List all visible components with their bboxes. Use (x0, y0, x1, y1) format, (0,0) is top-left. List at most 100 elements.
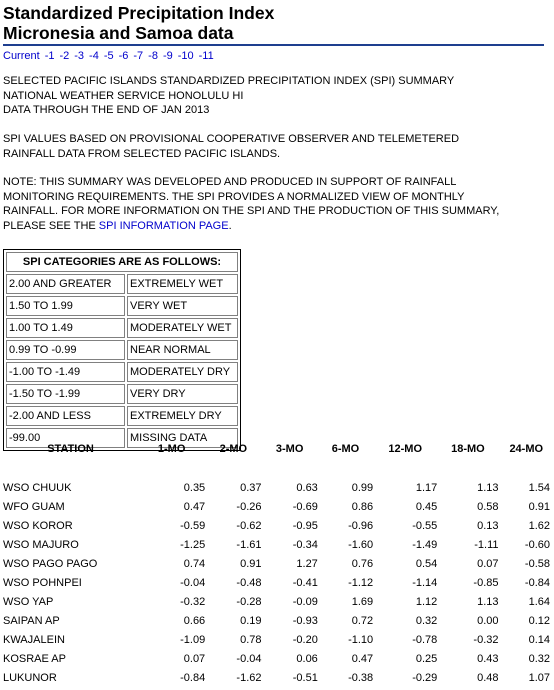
column-header: 2-MO (219, 443, 248, 455)
spi-value: -0.95 (292, 519, 318, 532)
table-row: WSO YAP -0.32 -0.28 -0.09 1.69 1.12 1.13 1.64 (3, 592, 554, 611)
nav-link-month-1[interactable]: -1 (44, 50, 55, 62)
spi-value: 0.45 (415, 500, 438, 513)
category-label: MISSING DATA (127, 428, 238, 448)
spi-value: -1.10 (348, 633, 374, 646)
note-line-end: . (228, 219, 232, 232)
column-header: 3-MO (275, 443, 304, 455)
spi-value: -1.61 (236, 538, 262, 551)
nav-link-current[interactable]: Current (3, 50, 40, 62)
spi-value: -1.11 (474, 538, 499, 551)
station-name: WSO CHUUK (3, 481, 72, 494)
spi-value: -0.78 (412, 633, 438, 646)
spi-value: 0.25 (415, 652, 438, 665)
spi-categories-table: SPI CATEGORIES ARE AS FOLLOWS: 2.00 AND … (3, 249, 241, 451)
table-row: SAIPAN AP 0.66 0.19 -0.93 0.72 0.32 0.00 0.12 (3, 611, 554, 630)
nav-link-month-3[interactable]: -3 (74, 50, 85, 62)
spi-value: 0.72 (351, 614, 374, 627)
nav-link-month-4[interactable]: -4 (89, 50, 99, 62)
intro-line: SELECTED PACIFIC ISLANDS STANDARDIZED PR… (3, 75, 455, 87)
station-name: WSO KOROR (3, 519, 73, 532)
spi-value: 0.76 (351, 557, 374, 570)
spi-value: -0.55 (412, 519, 438, 532)
station-name: WSO MAJURO (3, 538, 79, 551)
category-range: 0.99 TO -0.99 (6, 340, 125, 360)
title-divider (3, 44, 544, 46)
table-row: WSO CHUUK 0.35 0.37 0.63 0.99 1.17 1.13 1.54 (3, 478, 554, 497)
nav-link-month-7[interactable]: -7 (133, 50, 144, 62)
category-range: 2.00 AND GREATER (6, 274, 125, 294)
basis-line: SPI VALUES BASED ON PROVISIONAL COOPERAT… (3, 133, 460, 145)
spi-value: 1.64 (528, 595, 550, 608)
spi-value: -0.58 (524, 557, 550, 570)
table-row: WSO POHNPEI -0.04 -0.48 -0.41 -1.12 -1.14 -0.8… (3, 573, 554, 592)
station-name: WSO POHNPEI (3, 576, 82, 589)
summary-note: NOTE: THIS SUMMARY WAS DEVELOPED AND PRO… (3, 175, 499, 233)
nav-link-month-6[interactable]: -6 (118, 50, 129, 62)
spi-value: -0.85 (473, 576, 499, 589)
spi-value: 0.12 (528, 614, 550, 627)
spi-value: -0.20 (292, 633, 318, 646)
spi-value: -1.60 (348, 538, 374, 551)
spi-value: -0.93 (292, 614, 318, 627)
data-basis: SPI VALUES BASED ON PROVISIONAL COOPERAT… (3, 132, 459, 161)
summary-intro: SELECTED PACIFIC ISLANDS STANDARDIZED PR… (3, 74, 454, 118)
category-label: EXTREMELY DRY (127, 406, 238, 426)
station-name: LUKUNOR (3, 671, 57, 684)
spi-value: 0.07 (477, 557, 499, 570)
station-name: SAIPAN AP (3, 614, 60, 627)
spi-value: -1.62 (236, 671, 262, 684)
nav-link-month-2[interactable]: -2 (59, 50, 70, 62)
table-row: KOSRAE AP 0.07 -0.04 0.06 0.47 0.25 0.43 0.32 (3, 649, 554, 668)
spi-value: -0.38 (348, 671, 374, 684)
categories-header: SPI CATEGORIES ARE AS FOLLOWS: (6, 252, 238, 272)
spi-value: 0.14 (528, 633, 550, 646)
spi-value: -0.59 (180, 519, 206, 532)
column-header: 24-MO (509, 443, 544, 455)
spi-value: 0.32 (528, 652, 550, 665)
category-row: 1.50 TO 1.99 VERY WET (6, 296, 238, 316)
station-name: KWAJALEIN (3, 633, 65, 646)
spi-value: 0.91 (240, 557, 262, 570)
category-range: 1.00 TO 1.49 (6, 318, 125, 338)
nav-link-month-10[interactable]: -10 (177, 50, 194, 62)
spi-value: 1.07 (528, 671, 550, 684)
nav-link-month-5[interactable]: -5 (103, 50, 114, 62)
category-row: -2.00 AND LESS EXTREMELY DRY (6, 406, 238, 426)
spi-value: 1.13 (477, 481, 499, 494)
column-header: 12-MO (388, 443, 423, 455)
note-line: RAINFALL. FOR MORE INFORMATION ON THE SP… (3, 205, 500, 217)
spi-value: 1.62 (528, 519, 550, 532)
column-header: 6-MO (331, 443, 360, 455)
spi-value: -0.34 (292, 538, 318, 551)
station-name: WSO PAGO PAGO (3, 557, 98, 570)
spi-value: -0.62 (236, 519, 262, 532)
category-range: -99.00 (6, 428, 125, 448)
spi-value: 0.35 (183, 481, 206, 494)
spi-value: -0.60 (524, 538, 550, 551)
spi-value: -0.09 (292, 595, 318, 608)
table-row: WFO GUAM 0.47 -0.26 -0.69 0.86 0.45 0.58 0.91 (3, 497, 554, 516)
spi-value: 1.27 (296, 557, 318, 570)
spi-value: 0.78 (240, 633, 262, 646)
station-name: WSO YAP (3, 595, 54, 608)
spacer-row (3, 460, 554, 478)
spi-value: -1.14 (412, 576, 438, 589)
category-label: EXTREMELY WET (127, 274, 238, 294)
column-header: 1-MO (157, 443, 186, 455)
spi-information-link[interactable]: SPI INFORMATION PAGE (98, 219, 229, 232)
nav-link-month-9[interactable]: -9 (162, 50, 173, 62)
spi-data-table: STATION 1-MO 2-MO 3-MO 6-MO 12-MO 18-MO 24-MO W… (3, 438, 554, 687)
spi-value: 0.00 (477, 614, 499, 627)
page-title-line1: Standardized Precipitation Index (3, 3, 275, 23)
spi-value: 0.13 (477, 519, 499, 532)
table-row: WSO PAGO PAGO 0.74 0.91 1.27 0.76 0.54 0.07 -0.… (3, 554, 554, 573)
category-range: -1.00 TO -1.49 (6, 362, 125, 382)
spi-value: -0.96 (348, 519, 374, 532)
note-line: NOTE: THIS SUMMARY WAS DEVELOPED AND PRO… (3, 176, 457, 188)
spi-value: 0.54 (415, 557, 438, 570)
note-line: PLEASE SEE THE (3, 219, 99, 232)
nav-link-month-8[interactable]: -8 (148, 50, 158, 62)
nav-link-month-11[interactable]: -11 (198, 50, 214, 62)
spi-value: -0.04 (180, 576, 206, 589)
